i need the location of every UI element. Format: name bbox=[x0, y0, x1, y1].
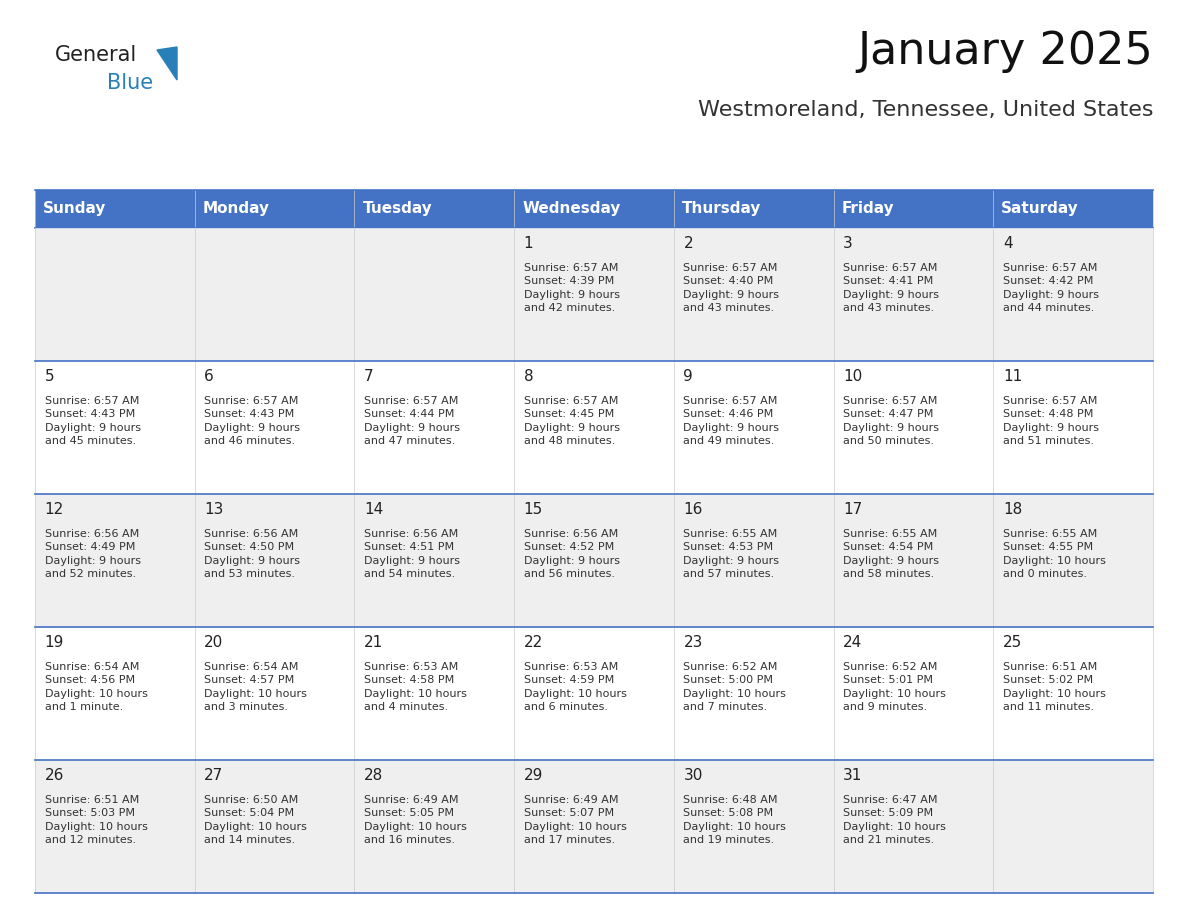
Bar bbox=[34, 494, 1154, 627]
Text: Sunrise: 6:53 AM
Sunset: 4:59 PM
Daylight: 10 hours
and 6 minutes.: Sunrise: 6:53 AM Sunset: 4:59 PM Dayligh… bbox=[524, 662, 626, 712]
Text: 13: 13 bbox=[204, 502, 223, 517]
Text: Saturday: Saturday bbox=[1001, 201, 1079, 217]
Text: 30: 30 bbox=[683, 768, 703, 783]
Text: Sunrise: 6:51 AM
Sunset: 5:03 PM
Daylight: 10 hours
and 12 minutes.: Sunrise: 6:51 AM Sunset: 5:03 PM Dayligh… bbox=[45, 795, 147, 845]
Text: Thursday: Thursday bbox=[682, 201, 762, 217]
Text: Sunrise: 6:53 AM
Sunset: 4:58 PM
Daylight: 10 hours
and 4 minutes.: Sunrise: 6:53 AM Sunset: 4:58 PM Dayligh… bbox=[364, 662, 467, 712]
Text: General: General bbox=[55, 45, 138, 65]
Text: 16: 16 bbox=[683, 502, 703, 517]
Text: Blue: Blue bbox=[107, 73, 153, 93]
Text: Sunrise: 6:50 AM
Sunset: 5:04 PM
Daylight: 10 hours
and 14 minutes.: Sunrise: 6:50 AM Sunset: 5:04 PM Dayligh… bbox=[204, 795, 308, 845]
Text: Sunday: Sunday bbox=[43, 201, 107, 217]
Bar bbox=[834, 190, 993, 228]
Text: 31: 31 bbox=[843, 768, 862, 783]
Bar bbox=[195, 190, 354, 228]
Text: Monday: Monday bbox=[203, 201, 270, 217]
Text: 18: 18 bbox=[1003, 502, 1022, 517]
Text: 15: 15 bbox=[524, 502, 543, 517]
Text: 4: 4 bbox=[1003, 236, 1012, 251]
Text: Sunrise: 6:57 AM
Sunset: 4:40 PM
Daylight: 9 hours
and 43 minutes.: Sunrise: 6:57 AM Sunset: 4:40 PM Dayligh… bbox=[683, 263, 779, 313]
Bar bbox=[514, 190, 674, 228]
Text: Sunrise: 6:52 AM
Sunset: 5:00 PM
Daylight: 10 hours
and 7 minutes.: Sunrise: 6:52 AM Sunset: 5:00 PM Dayligh… bbox=[683, 662, 786, 712]
Text: 27: 27 bbox=[204, 768, 223, 783]
Bar bbox=[674, 190, 834, 228]
Text: 23: 23 bbox=[683, 635, 703, 650]
Text: Friday: Friday bbox=[841, 201, 895, 217]
Bar bbox=[993, 190, 1154, 228]
Text: 7: 7 bbox=[364, 369, 374, 384]
Text: Sunrise: 6:56 AM
Sunset: 4:49 PM
Daylight: 9 hours
and 52 minutes.: Sunrise: 6:56 AM Sunset: 4:49 PM Dayligh… bbox=[45, 529, 140, 579]
Text: Sunrise: 6:49 AM
Sunset: 5:07 PM
Daylight: 10 hours
and 17 minutes.: Sunrise: 6:49 AM Sunset: 5:07 PM Dayligh… bbox=[524, 795, 626, 845]
Text: 5: 5 bbox=[45, 369, 55, 384]
Text: Sunrise: 6:56 AM
Sunset: 4:51 PM
Daylight: 9 hours
and 54 minutes.: Sunrise: 6:56 AM Sunset: 4:51 PM Dayligh… bbox=[364, 529, 460, 579]
Text: Sunrise: 6:57 AM
Sunset: 4:43 PM
Daylight: 9 hours
and 45 minutes.: Sunrise: 6:57 AM Sunset: 4:43 PM Dayligh… bbox=[45, 396, 140, 446]
Text: 19: 19 bbox=[45, 635, 64, 650]
Bar bbox=[34, 190, 195, 228]
Bar bbox=[34, 228, 1154, 361]
Text: Sunrise: 6:56 AM
Sunset: 4:52 PM
Daylight: 9 hours
and 56 minutes.: Sunrise: 6:56 AM Sunset: 4:52 PM Dayligh… bbox=[524, 529, 620, 579]
Text: Sunrise: 6:51 AM
Sunset: 5:02 PM
Daylight: 10 hours
and 11 minutes.: Sunrise: 6:51 AM Sunset: 5:02 PM Dayligh… bbox=[1003, 662, 1106, 712]
Text: Sunrise: 6:52 AM
Sunset: 5:01 PM
Daylight: 10 hours
and 9 minutes.: Sunrise: 6:52 AM Sunset: 5:01 PM Dayligh… bbox=[843, 662, 946, 712]
Text: 8: 8 bbox=[524, 369, 533, 384]
Text: Sunrise: 6:57 AM
Sunset: 4:44 PM
Daylight: 9 hours
and 47 minutes.: Sunrise: 6:57 AM Sunset: 4:44 PM Dayligh… bbox=[364, 396, 460, 446]
Bar bbox=[34, 760, 1154, 893]
Text: Sunrise: 6:57 AM
Sunset: 4:39 PM
Daylight: 9 hours
and 42 minutes.: Sunrise: 6:57 AM Sunset: 4:39 PM Dayligh… bbox=[524, 263, 620, 313]
Bar bbox=[354, 190, 514, 228]
Text: Sunrise: 6:54 AM
Sunset: 4:56 PM
Daylight: 10 hours
and 1 minute.: Sunrise: 6:54 AM Sunset: 4:56 PM Dayligh… bbox=[45, 662, 147, 712]
Polygon shape bbox=[157, 47, 177, 80]
Text: 10: 10 bbox=[843, 369, 862, 384]
Text: 22: 22 bbox=[524, 635, 543, 650]
Text: Sunrise: 6:57 AM
Sunset: 4:48 PM
Daylight: 9 hours
and 51 minutes.: Sunrise: 6:57 AM Sunset: 4:48 PM Dayligh… bbox=[1003, 396, 1099, 446]
Text: 11: 11 bbox=[1003, 369, 1022, 384]
Text: 29: 29 bbox=[524, 768, 543, 783]
Text: 26: 26 bbox=[45, 768, 64, 783]
Text: Sunrise: 6:57 AM
Sunset: 4:42 PM
Daylight: 9 hours
and 44 minutes.: Sunrise: 6:57 AM Sunset: 4:42 PM Dayligh… bbox=[1003, 263, 1099, 313]
Text: 28: 28 bbox=[364, 768, 384, 783]
Text: 6: 6 bbox=[204, 369, 214, 384]
Text: 25: 25 bbox=[1003, 635, 1022, 650]
Text: January 2025: January 2025 bbox=[858, 30, 1154, 73]
Text: Sunrise: 6:55 AM
Sunset: 4:55 PM
Daylight: 10 hours
and 0 minutes.: Sunrise: 6:55 AM Sunset: 4:55 PM Dayligh… bbox=[1003, 529, 1106, 579]
Text: Sunrise: 6:57 AM
Sunset: 4:45 PM
Daylight: 9 hours
and 48 minutes.: Sunrise: 6:57 AM Sunset: 4:45 PM Dayligh… bbox=[524, 396, 620, 446]
Text: Sunrise: 6:47 AM
Sunset: 5:09 PM
Daylight: 10 hours
and 21 minutes.: Sunrise: 6:47 AM Sunset: 5:09 PM Dayligh… bbox=[843, 795, 946, 845]
Text: Wednesday: Wednesday bbox=[523, 201, 620, 217]
Bar bbox=[34, 627, 1154, 760]
Text: 1: 1 bbox=[524, 236, 533, 251]
Text: 24: 24 bbox=[843, 635, 862, 650]
Text: 14: 14 bbox=[364, 502, 384, 517]
Text: Sunrise: 6:54 AM
Sunset: 4:57 PM
Daylight: 10 hours
and 3 minutes.: Sunrise: 6:54 AM Sunset: 4:57 PM Dayligh… bbox=[204, 662, 308, 712]
Text: 17: 17 bbox=[843, 502, 862, 517]
Text: 12: 12 bbox=[45, 502, 64, 517]
Text: Tuesday: Tuesday bbox=[362, 201, 432, 217]
Text: 20: 20 bbox=[204, 635, 223, 650]
Text: Sunrise: 6:55 AM
Sunset: 4:54 PM
Daylight: 9 hours
and 58 minutes.: Sunrise: 6:55 AM Sunset: 4:54 PM Dayligh… bbox=[843, 529, 940, 579]
Text: 9: 9 bbox=[683, 369, 693, 384]
Text: Sunrise: 6:48 AM
Sunset: 5:08 PM
Daylight: 10 hours
and 19 minutes.: Sunrise: 6:48 AM Sunset: 5:08 PM Dayligh… bbox=[683, 795, 786, 845]
Text: 21: 21 bbox=[364, 635, 384, 650]
Text: Sunrise: 6:49 AM
Sunset: 5:05 PM
Daylight: 10 hours
and 16 minutes.: Sunrise: 6:49 AM Sunset: 5:05 PM Dayligh… bbox=[364, 795, 467, 845]
Text: 3: 3 bbox=[843, 236, 853, 251]
Text: Sunrise: 6:55 AM
Sunset: 4:53 PM
Daylight: 9 hours
and 57 minutes.: Sunrise: 6:55 AM Sunset: 4:53 PM Dayligh… bbox=[683, 529, 779, 579]
Text: Sunrise: 6:56 AM
Sunset: 4:50 PM
Daylight: 9 hours
and 53 minutes.: Sunrise: 6:56 AM Sunset: 4:50 PM Dayligh… bbox=[204, 529, 301, 579]
Text: Sunrise: 6:57 AM
Sunset: 4:47 PM
Daylight: 9 hours
and 50 minutes.: Sunrise: 6:57 AM Sunset: 4:47 PM Dayligh… bbox=[843, 396, 940, 446]
Text: Sunrise: 6:57 AM
Sunset: 4:41 PM
Daylight: 9 hours
and 43 minutes.: Sunrise: 6:57 AM Sunset: 4:41 PM Dayligh… bbox=[843, 263, 940, 313]
Text: Sunrise: 6:57 AM
Sunset: 4:43 PM
Daylight: 9 hours
and 46 minutes.: Sunrise: 6:57 AM Sunset: 4:43 PM Dayligh… bbox=[204, 396, 301, 446]
Text: Westmoreland, Tennessee, United States: Westmoreland, Tennessee, United States bbox=[697, 100, 1154, 120]
Bar bbox=[34, 361, 1154, 494]
Text: 2: 2 bbox=[683, 236, 693, 251]
Text: Sunrise: 6:57 AM
Sunset: 4:46 PM
Daylight: 9 hours
and 49 minutes.: Sunrise: 6:57 AM Sunset: 4:46 PM Dayligh… bbox=[683, 396, 779, 446]
